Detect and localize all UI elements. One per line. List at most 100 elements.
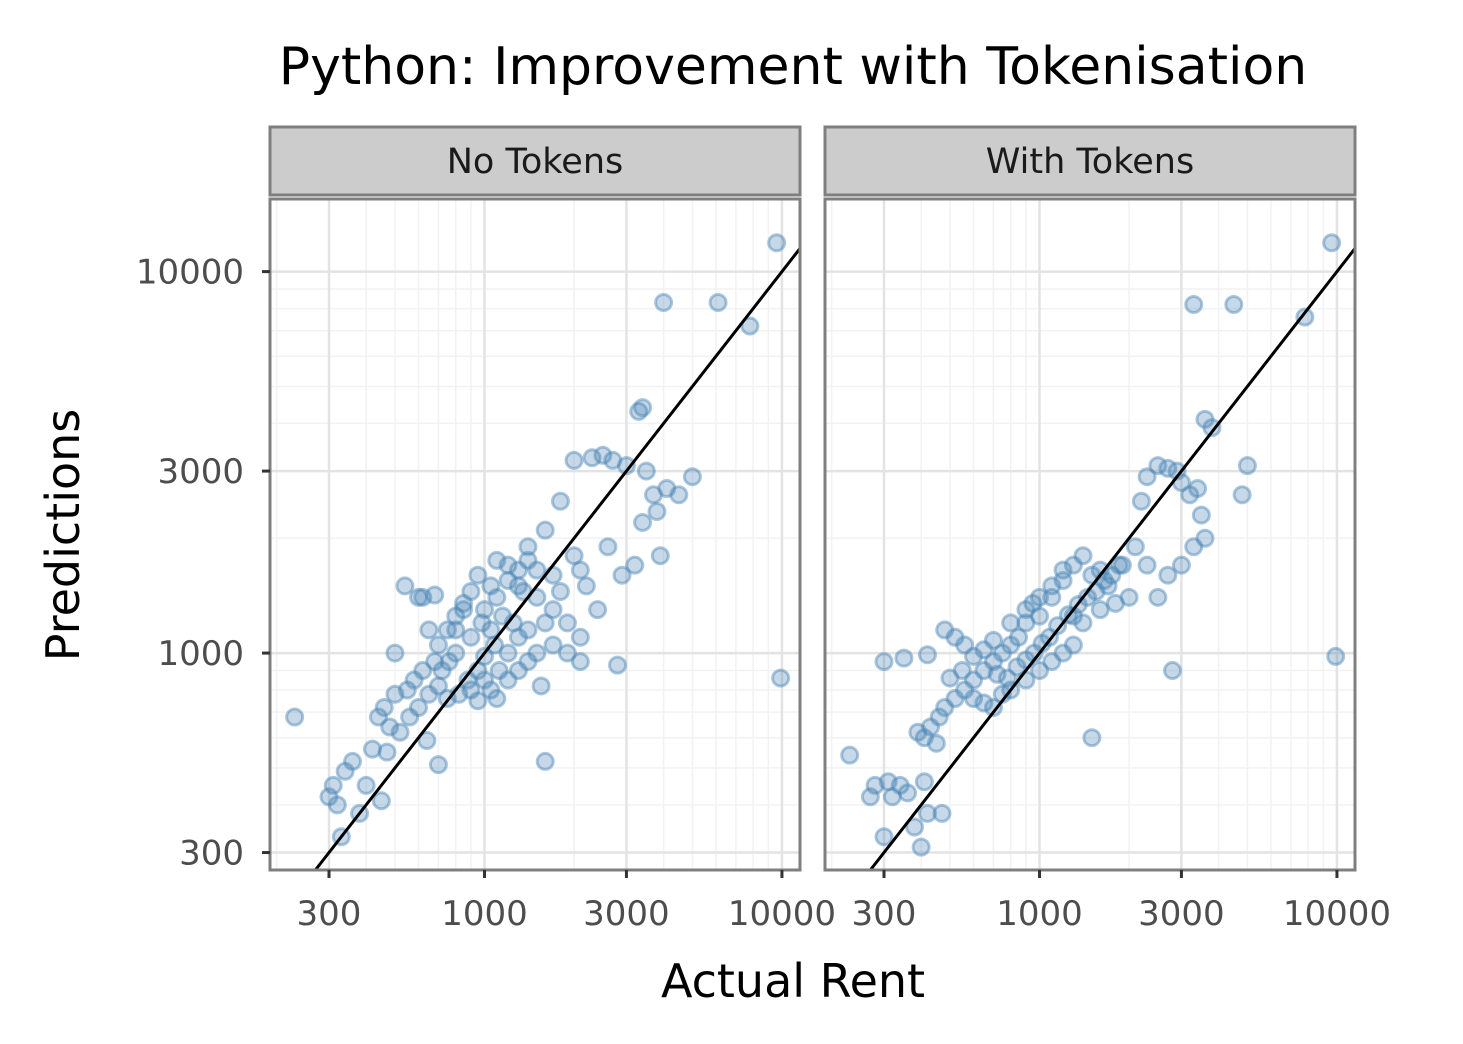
data-point xyxy=(917,803,937,823)
data-point xyxy=(437,620,457,640)
data-point xyxy=(974,693,994,713)
data-point xyxy=(608,655,628,675)
reference-line xyxy=(869,247,1355,870)
data-point xyxy=(874,827,894,847)
x-tick-label: 3000 xyxy=(583,894,670,934)
data-point xyxy=(1063,555,1083,575)
data-point xyxy=(343,751,363,771)
data-point xyxy=(362,739,382,759)
data-point xyxy=(508,627,528,647)
data-point xyxy=(368,707,388,727)
data-point xyxy=(475,670,495,690)
data-point xyxy=(335,761,355,781)
data-point xyxy=(1090,600,1110,620)
data-point xyxy=(385,684,405,704)
data-point xyxy=(1158,565,1178,585)
data-point xyxy=(535,751,555,771)
data-point xyxy=(489,661,509,681)
data-point xyxy=(428,676,448,696)
panel-no-tokens: No Tokens xyxy=(268,125,802,872)
data-point xyxy=(419,684,439,704)
data-point xyxy=(428,635,448,655)
data-point xyxy=(535,520,555,540)
data-point xyxy=(498,643,518,663)
data-point xyxy=(1322,233,1342,253)
data-point xyxy=(905,817,925,837)
data-point xyxy=(917,645,937,665)
data-point xyxy=(461,680,481,700)
data-point xyxy=(1202,418,1222,438)
data-point xyxy=(945,627,965,647)
data-point xyxy=(564,450,584,470)
data-point xyxy=(446,643,466,663)
x-tick-label: 300 xyxy=(852,894,917,934)
data-point xyxy=(582,448,602,468)
data-point xyxy=(935,620,955,640)
data-point xyxy=(1180,485,1200,505)
facet-strip-label: With Tokens xyxy=(986,142,1194,182)
data-point xyxy=(878,772,898,792)
data-point xyxy=(708,292,728,312)
facet-strip xyxy=(823,125,1357,197)
data-point xyxy=(570,652,590,672)
data-point xyxy=(508,661,528,681)
data-point xyxy=(1232,485,1252,505)
data-point xyxy=(1053,560,1073,580)
data-point xyxy=(908,722,928,742)
data-point xyxy=(1030,661,1050,681)
data-point xyxy=(997,668,1017,688)
panel-with-tokens: With Tokens xyxy=(823,125,1357,872)
data-point xyxy=(945,689,965,709)
data-point xyxy=(1001,635,1021,655)
data-point xyxy=(633,398,653,418)
data-point xyxy=(319,787,339,807)
data-point xyxy=(1030,606,1050,626)
data-point xyxy=(1163,661,1183,681)
data-point xyxy=(647,502,667,522)
data-point xyxy=(409,698,429,718)
data-point xyxy=(1119,587,1139,607)
data-point xyxy=(898,783,918,803)
x-tick-label: 10000 xyxy=(728,894,836,934)
data-point xyxy=(493,606,513,626)
data-point xyxy=(940,668,960,688)
data-point xyxy=(390,722,410,742)
data-point xyxy=(1073,546,1093,566)
data-point xyxy=(894,648,914,668)
data-point xyxy=(527,643,547,663)
data-point xyxy=(1112,555,1132,575)
data-point xyxy=(425,652,445,672)
data-point xyxy=(1326,646,1346,666)
data-point xyxy=(323,775,343,795)
data-point xyxy=(1184,294,1204,314)
data-point xyxy=(498,555,518,575)
data-point xyxy=(468,565,488,585)
data-point xyxy=(454,600,474,620)
data-point xyxy=(409,587,429,607)
data-point xyxy=(932,803,952,823)
data-point xyxy=(285,707,305,727)
x-tick-label: 1000 xyxy=(441,894,528,934)
data-point xyxy=(964,670,984,690)
data-point xyxy=(446,620,466,640)
data-point xyxy=(636,461,656,481)
data-point xyxy=(481,680,501,700)
reference-line xyxy=(314,247,800,870)
data-point xyxy=(767,233,787,253)
data-point xyxy=(550,582,570,602)
data-point xyxy=(518,537,538,557)
y-tick-label: 300 xyxy=(179,834,244,874)
data-point xyxy=(1098,576,1118,596)
data-point xyxy=(1105,593,1125,613)
data-point xyxy=(669,485,689,505)
data-point xyxy=(487,587,507,607)
data-point xyxy=(935,698,955,718)
data-point xyxy=(432,661,452,681)
data-point xyxy=(564,546,584,566)
data-point xyxy=(419,620,439,640)
data-point xyxy=(840,745,860,765)
data-point xyxy=(385,643,405,663)
x-tick-label: 300 xyxy=(297,894,362,934)
data-point xyxy=(550,491,570,511)
